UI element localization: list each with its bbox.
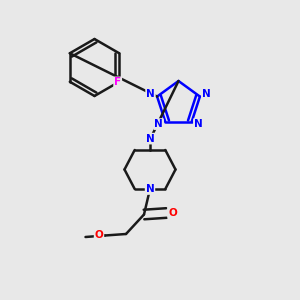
Text: N: N [146, 88, 155, 98]
Text: N: N [154, 119, 163, 129]
Text: N: N [202, 88, 211, 98]
Text: O: O [94, 230, 103, 241]
Text: O: O [168, 208, 177, 218]
Text: N: N [194, 119, 203, 129]
Text: N: N [146, 184, 154, 194]
Text: N: N [146, 134, 154, 144]
Text: F: F [114, 77, 121, 87]
